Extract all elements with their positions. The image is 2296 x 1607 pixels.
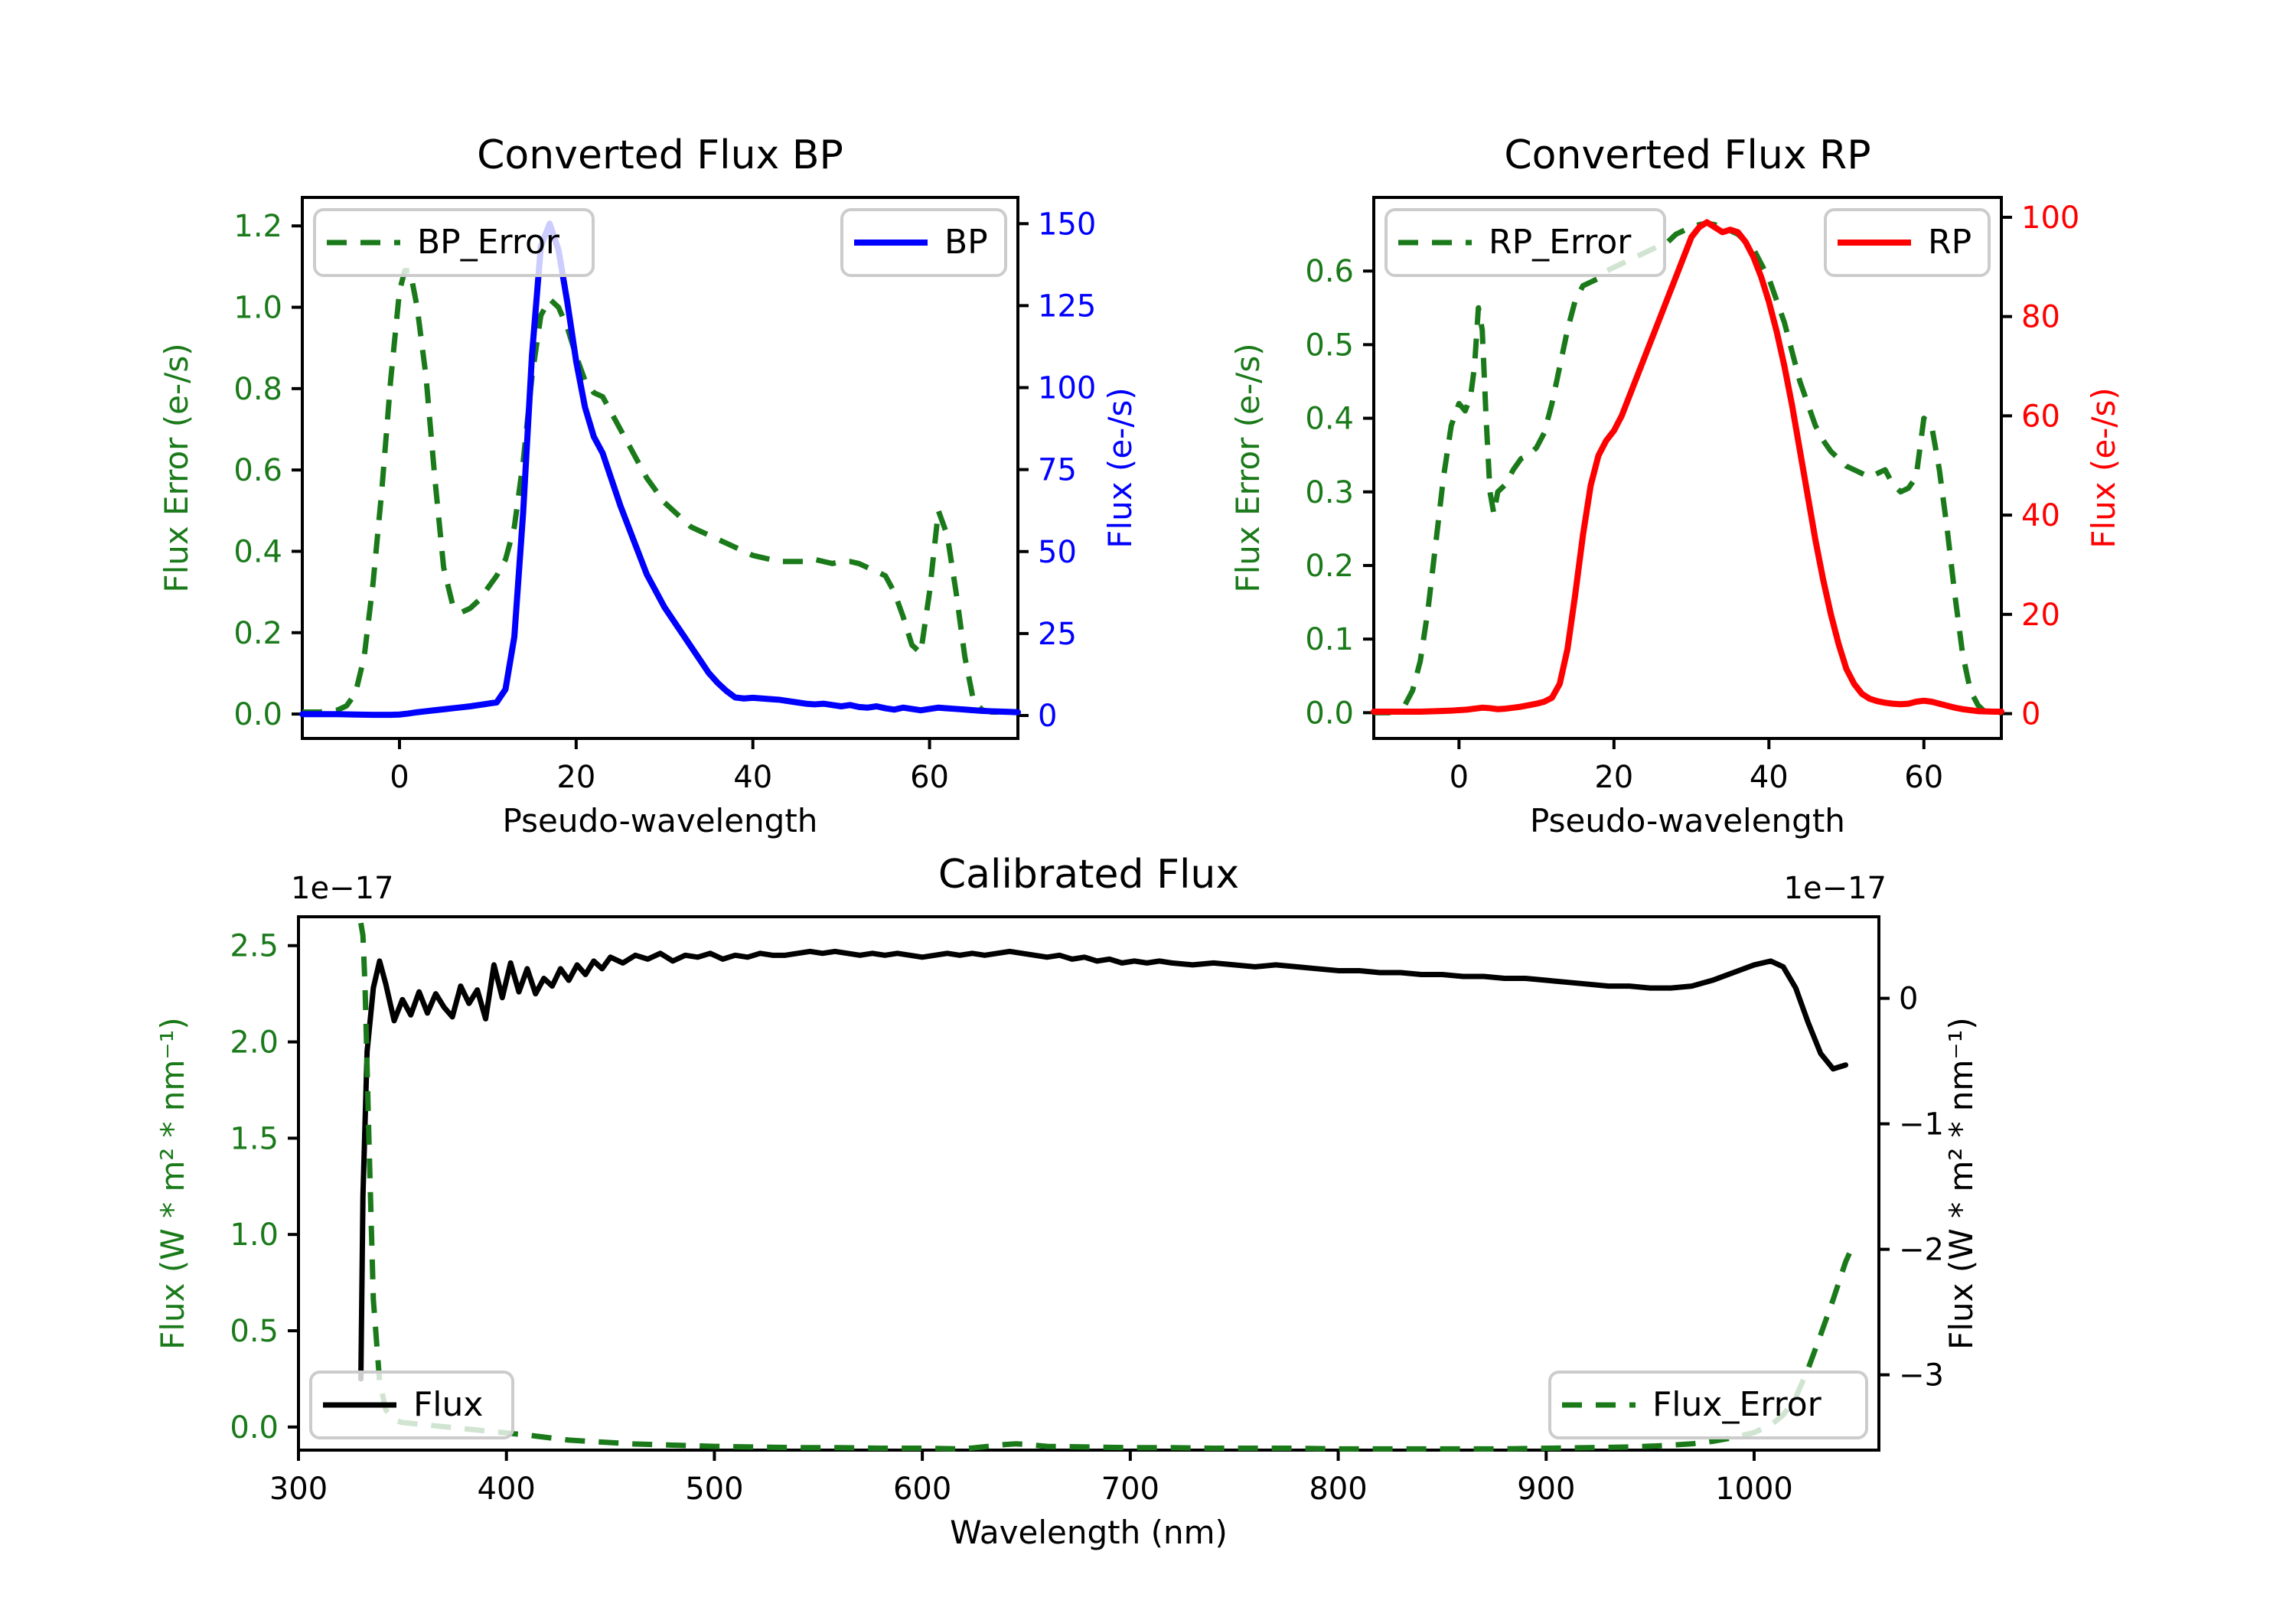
calibrated_panel-series-flux xyxy=(358,948,1849,1382)
bp_panel-xtick-label: 40 xyxy=(733,760,772,795)
bp_panel-ytick-label-left: 0.2 xyxy=(233,616,282,651)
rp_panel-ytick-label-right: 40 xyxy=(2021,498,2060,533)
calibrated_panel-ylabel-left: Flux (W * m² * nm⁻¹) xyxy=(154,1017,191,1350)
bp_panel-series-bp xyxy=(299,220,1021,719)
rp_panel-ylabel-right: Flux (e-/s) xyxy=(2085,387,2122,548)
calibrated_panel-xtick-label: 500 xyxy=(685,1472,743,1507)
bp_panel-ytick-label-right: 150 xyxy=(1038,207,1096,242)
calibrated_panel-ylabel-right: Flux (W * m² * nm⁻¹) xyxy=(1942,1017,1980,1350)
bp_panel-ytick-label-left: 0.6 xyxy=(233,453,282,488)
calibrated_panel-legend-label-right: Flux_Error xyxy=(1652,1385,1822,1424)
calibrated_panel-ytick-label-right: −2 xyxy=(1899,1233,1944,1268)
calibrated_panel-xtick-label: 700 xyxy=(1101,1472,1159,1507)
calibrated_panel-ytick-label-left: 2.0 xyxy=(230,1025,279,1061)
rp_panel-series-rp_error xyxy=(1374,220,2001,715)
rp_panel-xtick-label: 0 xyxy=(1450,760,1469,795)
rp_panel: Converted Flux RP 0 20 40 60 Pseudo-wavelengt… xyxy=(1229,132,2122,839)
calibrated_panel-legend-left[interactable]: Flux xyxy=(309,1371,514,1439)
calibrated_panel-ytick-label-left: 1.0 xyxy=(230,1217,279,1253)
bp_panel-ytick-label-left: 0.8 xyxy=(233,372,282,407)
rp_panel-ytick-label-left: 0.5 xyxy=(1305,328,1354,363)
calibrated_panel-offset-right: 1e−17 xyxy=(1784,871,1887,906)
rp_panel-series-rp xyxy=(1371,219,2004,715)
bp_panel-title: Converted Flux BP xyxy=(477,132,843,178)
bp_panel-ylabel-right: Flux (e-/s) xyxy=(1101,387,1139,548)
rp_panel-ytick-label-left: 0.4 xyxy=(1305,402,1354,437)
rp_panel-legend-right[interactable]: RP xyxy=(1824,208,1991,277)
bp_panel-legend-right[interactable]: BP xyxy=(840,208,1007,277)
bp_panel-ytick-label-right: 125 xyxy=(1038,288,1096,324)
bp_panel-legend-left[interactable]: BP_Error xyxy=(313,208,595,277)
calibrated_panel-legend-box-right xyxy=(1548,1371,1868,1439)
rp_panel-xlabel: Pseudo-wavelength xyxy=(1530,802,1845,839)
calibrated_panel-xtick-label: 400 xyxy=(478,1472,536,1507)
bp_panel-legend-label-right: BP xyxy=(944,223,988,262)
rp_panel-ytick-label-left: 0.3 xyxy=(1305,475,1354,510)
bp_panel-ytick-label-right: 50 xyxy=(1038,535,1077,570)
calibrated_panel-xtick-label: 600 xyxy=(893,1472,951,1507)
calibrated_panel-legend-box-left xyxy=(309,1371,514,1439)
bp_panel-ytick-label-left: 0.4 xyxy=(233,534,282,569)
bp_panel-ytick-label-left: 0.0 xyxy=(233,697,282,732)
bp_panel: Converted Flux BP 0 20 40 60 Pseudo-wavelengt… xyxy=(158,132,1139,839)
calibrated_panel-ytick-label-left: 0.0 xyxy=(230,1410,279,1446)
calibrated_panel-xtick-label: 800 xyxy=(1309,1472,1367,1507)
rp_panel-ytick-label-left: 0.2 xyxy=(1305,549,1354,584)
rp_panel-title: Converted Flux RP xyxy=(1504,132,1870,178)
calibrated_panel-ytick-label-left: 1.5 xyxy=(230,1121,279,1156)
calibrated_panel-legend-right[interactable]: Flux_Error xyxy=(1548,1371,1868,1439)
calibrated_panel-xlabel: Wavelength (nm) xyxy=(950,1514,1228,1551)
rp_panel-axes-frame xyxy=(1372,196,2003,740)
rp_panel-ylabel-left: Flux Error (e-/s) xyxy=(1229,343,1267,592)
bp_panel-ytick-label-right: 0 xyxy=(1038,699,1057,734)
rp_panel-legend-label-right: RP xyxy=(1928,223,1971,262)
bp_panel-xtick-label: 20 xyxy=(556,760,595,795)
rp_panel-ytick-label-right: 20 xyxy=(2021,598,2060,633)
calibrated_panel-ytick-label-right: −1 xyxy=(1899,1107,1944,1143)
bp_panel-ytick-label-left: 1.0 xyxy=(233,291,282,326)
bp_panel-xtick-label: 60 xyxy=(910,760,949,795)
rp_panel-ytick-label-right: 80 xyxy=(2021,300,2060,335)
rp_panel-ytick-label-right: 0 xyxy=(2021,697,2040,732)
calibrated_panel-offset-left: 1e−17 xyxy=(291,871,393,906)
calibrated_panel-xtick-label: 1000 xyxy=(1715,1472,1793,1507)
rp_panel-xtick-label: 60 xyxy=(1904,760,1943,795)
rp_panel-ytick-label-left: 0.6 xyxy=(1305,254,1354,289)
rp_panel-ytick-label-right: 100 xyxy=(2021,200,2079,236)
calibrated_panel-axes-frame xyxy=(297,915,1880,1452)
calibrated_panel-title: Calibrated Flux xyxy=(938,852,1239,898)
bp_panel-legend-label-left: BP_Error xyxy=(417,223,560,262)
rp_panel-xtick-label: 40 xyxy=(1750,760,1789,795)
rp_panel-ytick-label-left: 0.0 xyxy=(1305,696,1354,731)
bp_panel-ytick-label-left: 1.2 xyxy=(233,209,282,244)
bp_panel-legend-box-left xyxy=(313,208,595,277)
calibrated_panel-ytick-label-left: 2.5 xyxy=(230,929,279,964)
rp_panel-ytick-label-left: 0.1 xyxy=(1305,622,1354,657)
calibrated_panel-ytick-label-left: 0.5 xyxy=(230,1314,279,1349)
rp_panel-xtick-label: 20 xyxy=(1594,760,1633,795)
calibrated_panel-xtick-label: 300 xyxy=(269,1472,328,1507)
calibrated_panel-ytick-label-right: 0 xyxy=(1899,982,1918,1017)
rp_panel-legend-box-left xyxy=(1384,208,1666,277)
calibrated_panel: Calibrated Flux 300 400 500 600 700 800 900 1000… xyxy=(154,852,1980,1551)
calibrated_panel-xtick-label: 900 xyxy=(1517,1472,1575,1507)
calibrated_panel-legend-label-left: Flux xyxy=(413,1385,483,1424)
bp_panel-ytick-label-right: 75 xyxy=(1038,453,1077,488)
bp_panel-series-bp_error xyxy=(302,268,1009,715)
bp_panel-xlabel: Pseudo-wavelength xyxy=(503,802,818,839)
rp_panel-legend-label-left: RP_Error xyxy=(1489,223,1632,262)
calibrated_panel-ytick-label-right: −3 xyxy=(1899,1358,1944,1393)
rp_panel-legend-left[interactable]: RP_Error xyxy=(1384,208,1666,277)
bp_panel-ytick-label-right: 25 xyxy=(1038,617,1077,652)
rp_panel-ytick-label-right: 60 xyxy=(2021,399,2060,434)
bp_panel-ylabel-left: Flux Error (e-/s) xyxy=(158,343,195,592)
bp_panel-axes-frame xyxy=(301,196,1019,740)
calibrated_panel-series-flux_error xyxy=(358,922,1857,1452)
bp_panel-xtick-label: 0 xyxy=(390,760,409,795)
bp_panel-ytick-label-right: 100 xyxy=(1038,371,1096,406)
